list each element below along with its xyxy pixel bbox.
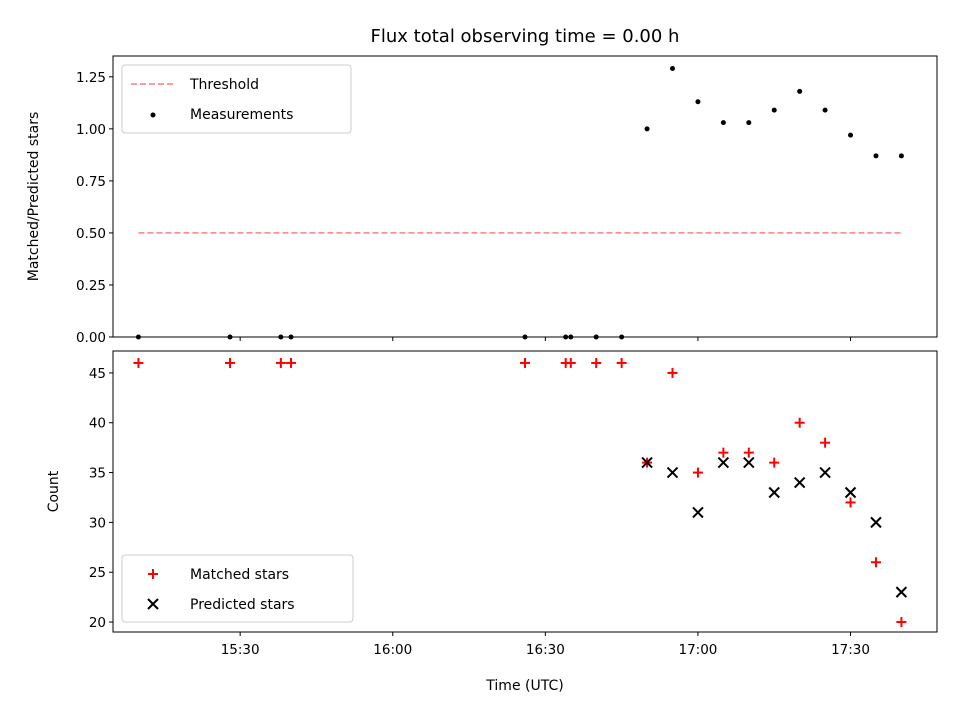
measurement-point (670, 65, 676, 71)
matched-star-point (692, 467, 703, 478)
matched-star-point (870, 557, 881, 568)
predicted-star-point (692, 506, 704, 519)
measurement-point (644, 126, 650, 132)
bottom-y-tick-label: 40 (89, 416, 106, 432)
bottom-panel: 20 25 30 35 40 45 15:30 16:00 16:30 17:00 17:30 C… (46, 350, 938, 694)
measurement-point (695, 99, 701, 105)
matched-star-point (591, 357, 602, 368)
bottom-y-tick-label: 20 (89, 615, 106, 631)
bottom-y-tick-label: 25 (89, 565, 106, 581)
top-axes-frame (112, 55, 938, 338)
top-y-tick-label: 0.50 (76, 226, 106, 242)
predicted-star-point (819, 466, 831, 479)
measurement-point (720, 120, 726, 126)
top-x-axis (239, 337, 852, 341)
matched-star-point (718, 447, 729, 458)
matched-star-point (845, 497, 856, 508)
top-y-tick-label: 0.75 (76, 174, 106, 190)
top-legend-box (121, 64, 352, 134)
predicted-star-point (870, 516, 882, 529)
bottom-x-tick-label: 16:30 (526, 642, 565, 658)
bottom-plot-area (133, 357, 908, 628)
bottom-y-axis-label: Count (46, 470, 62, 512)
measurement-point (848, 132, 854, 138)
legend-measurements-swatch (150, 112, 156, 118)
matched-star-point (820, 437, 831, 448)
x-axis-label: Time (UTC) (485, 678, 563, 694)
matched-star-point (743, 447, 754, 458)
top-y-tick-label: 1.25 (76, 70, 106, 86)
matched-star-point (224, 357, 235, 368)
bottom-legend: Matched stars Predicted stars (121, 554, 354, 623)
chart-title: Flux total observing time = 0.00 h (371, 26, 680, 47)
bottom-x-tick-label: 15:30 (221, 642, 260, 658)
predicted-star-point (844, 486, 857, 499)
bottom-x-tick-label: 17:00 (678, 642, 717, 658)
measurement-point (797, 88, 803, 94)
legend-matched-label: Matched stars (190, 567, 289, 583)
matched-star-point (520, 357, 530, 368)
bottom-y-axis: 20 25 30 35 40 45 (89, 366, 113, 631)
bottom-y-tick-label: 45 (89, 366, 106, 382)
predicted-star-point (743, 456, 755, 469)
measurement-point (873, 153, 879, 159)
predicted-star-point (641, 456, 653, 469)
top-y-tick-label: 0.00 (76, 330, 106, 346)
bottom-x-tick-label: 16:00 (373, 642, 412, 658)
bottom-y-tick-label: 30 (89, 515, 106, 531)
predicted-star-point (666, 466, 679, 479)
top-y-axis: 0.00 0.25 0.50 0.75 1.00 1.25 (76, 70, 113, 346)
predicted-star-point (717, 456, 730, 469)
measurement-point (898, 153, 904, 159)
top-panel: 0.00 0.25 0.50 0.75 1.00 1.25 Matched/Predict… (26, 55, 938, 346)
bottom-y-tick-label: 35 (89, 466, 106, 482)
matched-star-point (565, 357, 576, 368)
legend-predicted-label: Predicted stars (190, 597, 295, 613)
matched-star-point (769, 457, 780, 468)
legend-measurements-label: Measurements (190, 107, 293, 123)
legend-matched-swatch (148, 569, 158, 579)
matched-star-point (667, 367, 678, 378)
matched-star-point (133, 357, 144, 368)
measurement-point (746, 120, 752, 126)
top-legend: Threshold Measurements (121, 64, 352, 134)
matched-star-point (286, 357, 297, 368)
predicted-star-point (895, 586, 908, 598)
measurement-point (771, 107, 777, 113)
bottom-legend-box (121, 554, 354, 623)
legend-threshold-label: Threshold (189, 77, 259, 93)
bottom-axes-frame (112, 350, 938, 633)
bottom-x-tick-label: 17:30 (831, 642, 870, 658)
matched-star-point (275, 357, 286, 368)
top-y-tick-label: 1.00 (76, 122, 106, 138)
matched-star-point (616, 357, 627, 368)
matched-star-point (794, 417, 805, 428)
predicted-star-point (793, 476, 806, 489)
legend-predicted-swatch (147, 598, 159, 610)
predicted-star-point (768, 486, 780, 499)
matched-star-point (896, 617, 907, 628)
bottom-x-axis: 15:30 16:00 16:30 17:00 17:30 (221, 632, 870, 658)
top-y-axis-label: Matched/Predicted stars (26, 112, 42, 282)
measurement-point (822, 107, 828, 113)
top-y-tick-label: 0.25 (76, 278, 106, 294)
